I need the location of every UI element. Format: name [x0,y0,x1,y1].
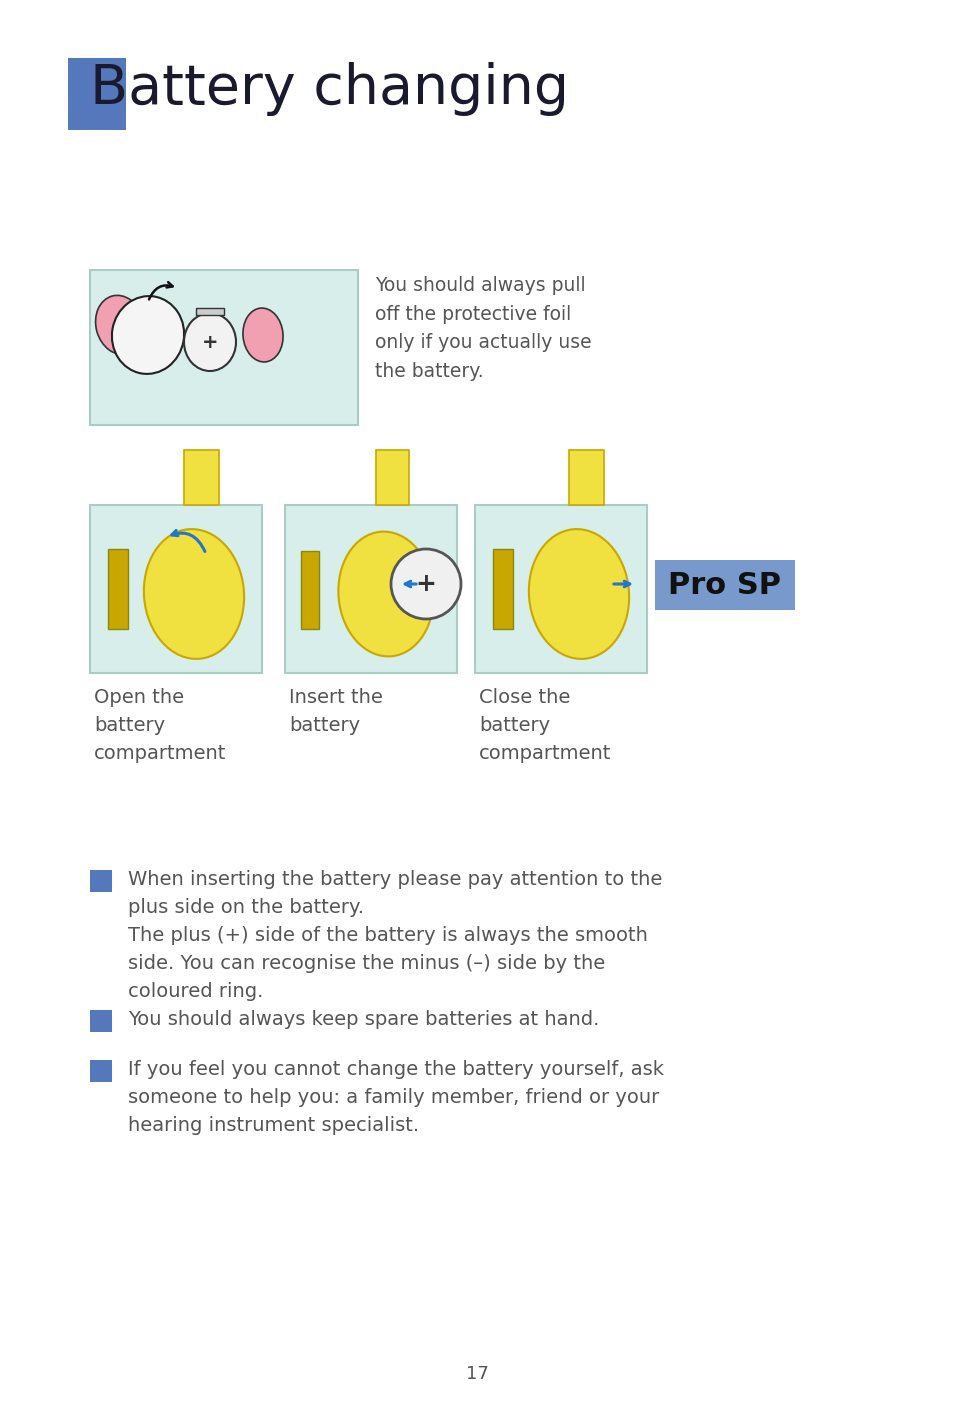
Text: Battery changing: Battery changing [90,62,568,117]
Text: 17: 17 [465,1365,488,1383]
Text: Open the
battery
compartment: Open the battery compartment [94,688,226,762]
Ellipse shape [95,295,144,355]
Bar [108,549,128,629]
Text: +: + [416,571,436,597]
Bar [90,1060,112,1082]
Ellipse shape [144,529,244,658]
Bar [475,505,646,673]
Text: Pro SP: Pro SP [668,570,781,600]
Ellipse shape [243,307,283,362]
Bar [568,451,603,505]
Text: Insert the
battery: Insert the battery [289,688,382,736]
Bar [301,550,318,629]
Bar [90,505,262,673]
Text: +: + [201,333,218,351]
Text: You should always keep spare batteries at hand.: You should always keep spare batteries a… [128,1009,598,1029]
Bar [90,270,357,425]
Text: When inserting the battery please pay attention to the
plus side on the battery.: When inserting the battery please pay at… [128,870,661,1001]
Bar [90,870,112,892]
Bar [195,307,224,314]
Bar [184,451,219,505]
Text: If you feel you cannot change the battery yourself, ask
someone to help you: a f: If you feel you cannot change the batter… [128,1060,663,1134]
Bar [90,1009,112,1032]
Bar [655,560,794,609]
Text: You should always pull
off the protective foil
only if you actually use
the batt: You should always pull off the protectiv… [375,277,591,382]
Circle shape [391,549,460,619]
Bar [285,505,456,673]
Ellipse shape [338,532,434,657]
Ellipse shape [528,529,628,658]
Text: Close the
battery
compartment: Close the battery compartment [478,688,611,762]
Ellipse shape [112,296,184,373]
Bar [375,451,409,505]
Ellipse shape [184,313,235,371]
Bar [68,58,126,131]
Bar [493,549,513,629]
